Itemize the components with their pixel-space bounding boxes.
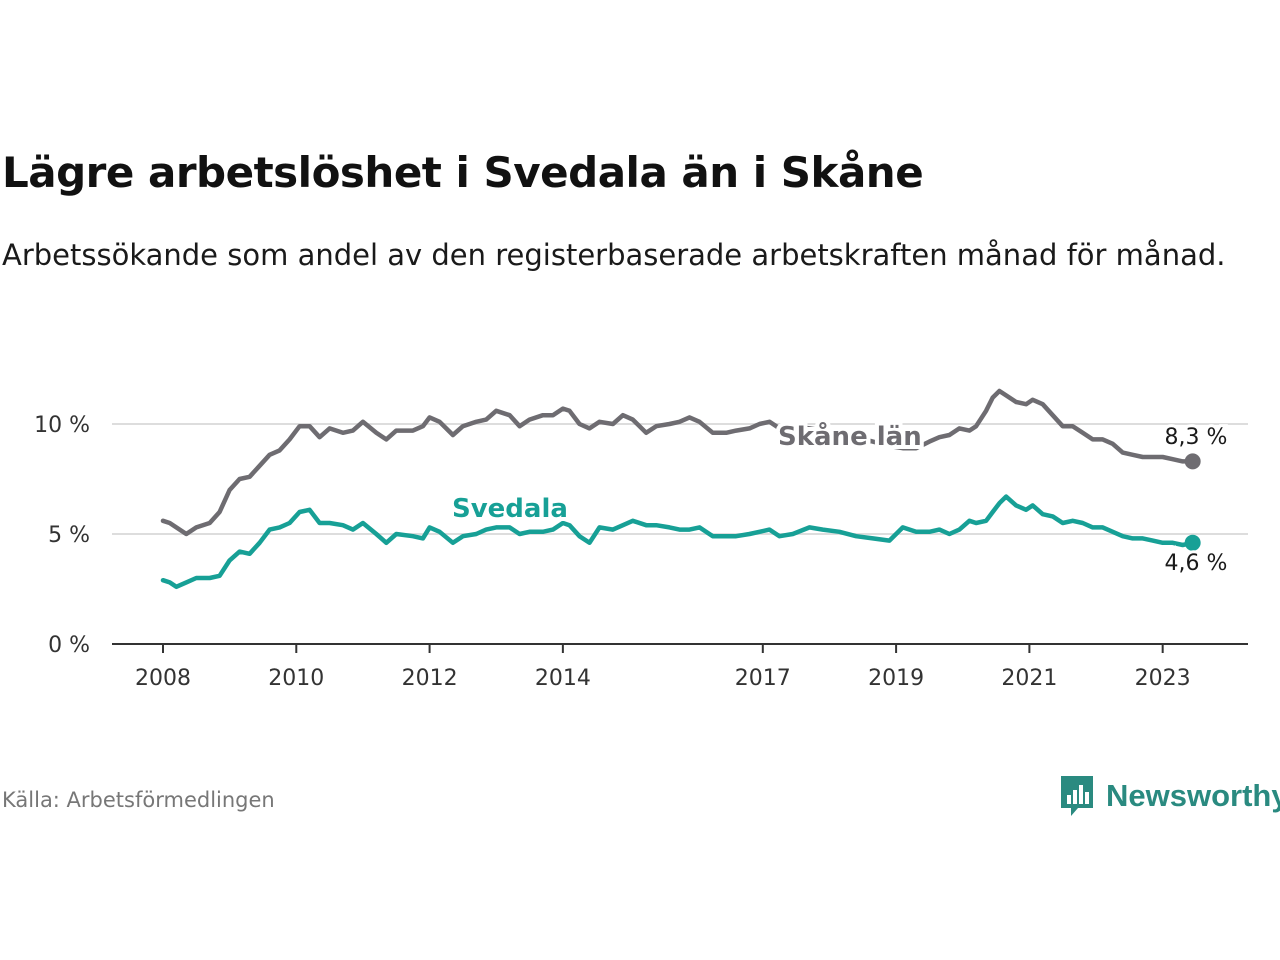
source-note: Källa: Arbetsförmedlingen <box>2 788 275 812</box>
end-label-svedala: 4,6 % <box>1165 551 1228 576</box>
chart-title: Lägre arbetslöshet i Svedala än i Skåne <box>2 148 924 197</box>
x-ticks: 2008 2010 2012 2014 2017 2019 2021 2023 <box>135 644 1191 691</box>
y-tick-label: 10 % <box>34 413 90 438</box>
brand-logo: Newsworthy <box>1058 772 1280 820</box>
x-tick-label: 2012 <box>402 666 458 691</box>
series-label-skane: Skåne län <box>778 420 922 452</box>
chart-subtitle: Arbetssökande som andel av den registerb… <box>2 238 1226 272</box>
series-lines <box>160 388 1201 590</box>
x-tick-label: 2014 <box>535 666 591 691</box>
series-end-marker-svedala <box>1184 534 1201 551</box>
brand-name: Newsworthy <box>1106 778 1280 813</box>
y-tick-labels: 0 % 5 % 10 % <box>34 413 90 658</box>
series-line-skane <box>160 388 1195 537</box>
x-tick-label: 2010 <box>268 666 324 691</box>
series-label-svedala: Svedala <box>452 494 568 524</box>
series-labels: Skåne län Svedala 8,3 % 4,6 % <box>448 416 1230 579</box>
end-label-skane: 8,3 % <box>1165 425 1228 450</box>
x-tick-label: 2021 <box>1001 666 1057 691</box>
grid-lines <box>112 423 1248 535</box>
y-tick-label: 5 % <box>48 523 90 548</box>
x-tick-label: 2019 <box>868 666 924 691</box>
x-tick-label: 2017 <box>735 666 791 691</box>
x-tick-label: 2008 <box>135 666 191 691</box>
x-tick-label: 2023 <box>1135 666 1191 691</box>
line-chart: 0 %5 %10 % 2008 2010 2012 2014 2017 2019 2021 2… <box>34 388 1248 691</box>
newsworthy-logo-icon <box>1061 776 1093 816</box>
series-line-svedala <box>160 494 1195 590</box>
y-tick-label: 0 % <box>48 633 90 658</box>
series-end-marker-skane <box>1184 453 1201 470</box>
